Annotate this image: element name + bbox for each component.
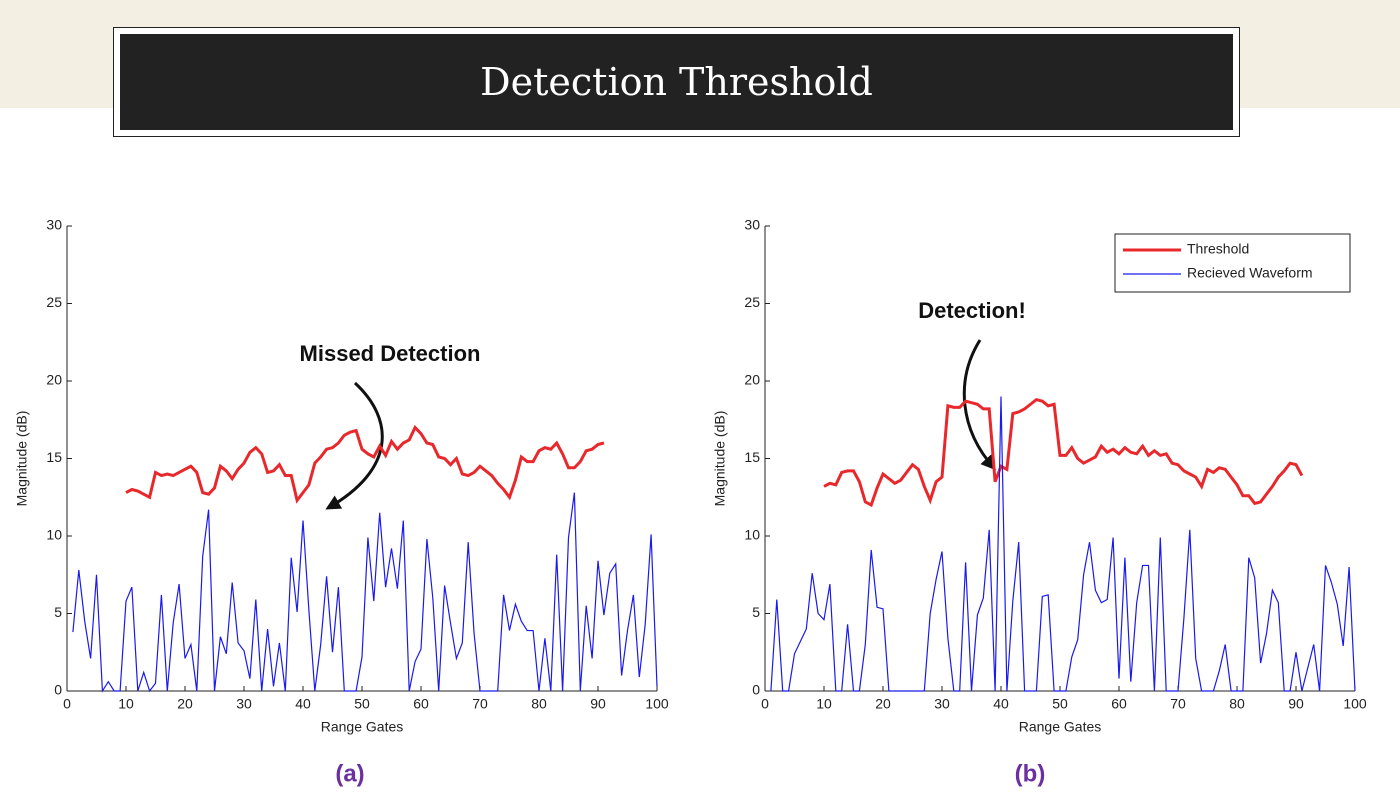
x-tick-label: 40 (295, 696, 311, 712)
legend-box (1114, 233, 1351, 293)
data-line (823, 397, 1304, 508)
x-tick-label: 100 (645, 696, 669, 712)
x-tick-label: 90 (1288, 696, 1304, 712)
x-tick-label: 50 (354, 696, 370, 712)
y-tick-label: 10 (744, 527, 760, 543)
subfigure-label: (a) (335, 760, 364, 787)
data-line (125, 424, 605, 504)
legend-label: Threshold (1187, 241, 1249, 257)
x-tick-label: 70 (472, 696, 488, 712)
x-tick-label: 90 (590, 696, 606, 712)
x-tick-label: 10 (816, 696, 832, 712)
y-tick-label: 0 (752, 682, 760, 698)
y-axis-label: Magnitude (dB) (14, 411, 30, 507)
x-tick-label: 20 (875, 696, 891, 712)
y-tick-label: 30 (744, 217, 760, 233)
x-tick-label: 70 (1170, 696, 1186, 712)
legend-label: Recieved Waveform (1187, 265, 1313, 281)
data-line (770, 396, 1356, 692)
y-tick-label: 25 (744, 294, 760, 310)
x-tick-label: 30 (236, 696, 252, 712)
subfigure-label: (b) (1015, 760, 1046, 787)
x-tick-label: 20 (177, 696, 193, 712)
y-tick-label: 20 (46, 372, 62, 388)
y-tick-label: 30 (46, 217, 62, 233)
y-tick-label: 20 (744, 372, 760, 388)
y-tick-label: 5 (752, 604, 760, 620)
x-tick-label: 10 (118, 696, 134, 712)
y-tick-label: 15 (46, 449, 62, 465)
y-tick-label: 0 (54, 682, 62, 698)
x-tick-label: 60 (1111, 696, 1127, 712)
title-box: Detection Threshold (113, 27, 1240, 137)
annotation: Missed Detection (300, 341, 481, 366)
x-tick-label: 60 (413, 696, 429, 712)
x-tick-label: 0 (761, 696, 769, 712)
x-tick-label: 40 (993, 696, 1009, 712)
annotation: Detection! (918, 298, 1026, 323)
arrow (962, 339, 996, 471)
x-tick-label: 0 (63, 696, 71, 712)
x-axis-label: Range Gates (1019, 719, 1102, 735)
x-tick-label: 80 (531, 696, 547, 712)
y-tick-label: 5 (54, 604, 62, 620)
x-tick-label: 50 (1052, 696, 1068, 712)
title: Detection Threshold (120, 34, 1233, 130)
y-axis-label: Magnitude (dB) (712, 411, 728, 507)
y-tick-label: 10 (46, 527, 62, 543)
x-tick-label: 30 (934, 696, 950, 712)
y-tick-label: 25 (46, 294, 62, 310)
x-tick-label: 100 (1343, 696, 1367, 712)
y-tick-label: 15 (744, 449, 760, 465)
data-line (72, 492, 658, 693)
x-axis-label: Range Gates (321, 719, 404, 735)
x-tick-label: 80 (1229, 696, 1245, 712)
arrow (325, 381, 384, 510)
